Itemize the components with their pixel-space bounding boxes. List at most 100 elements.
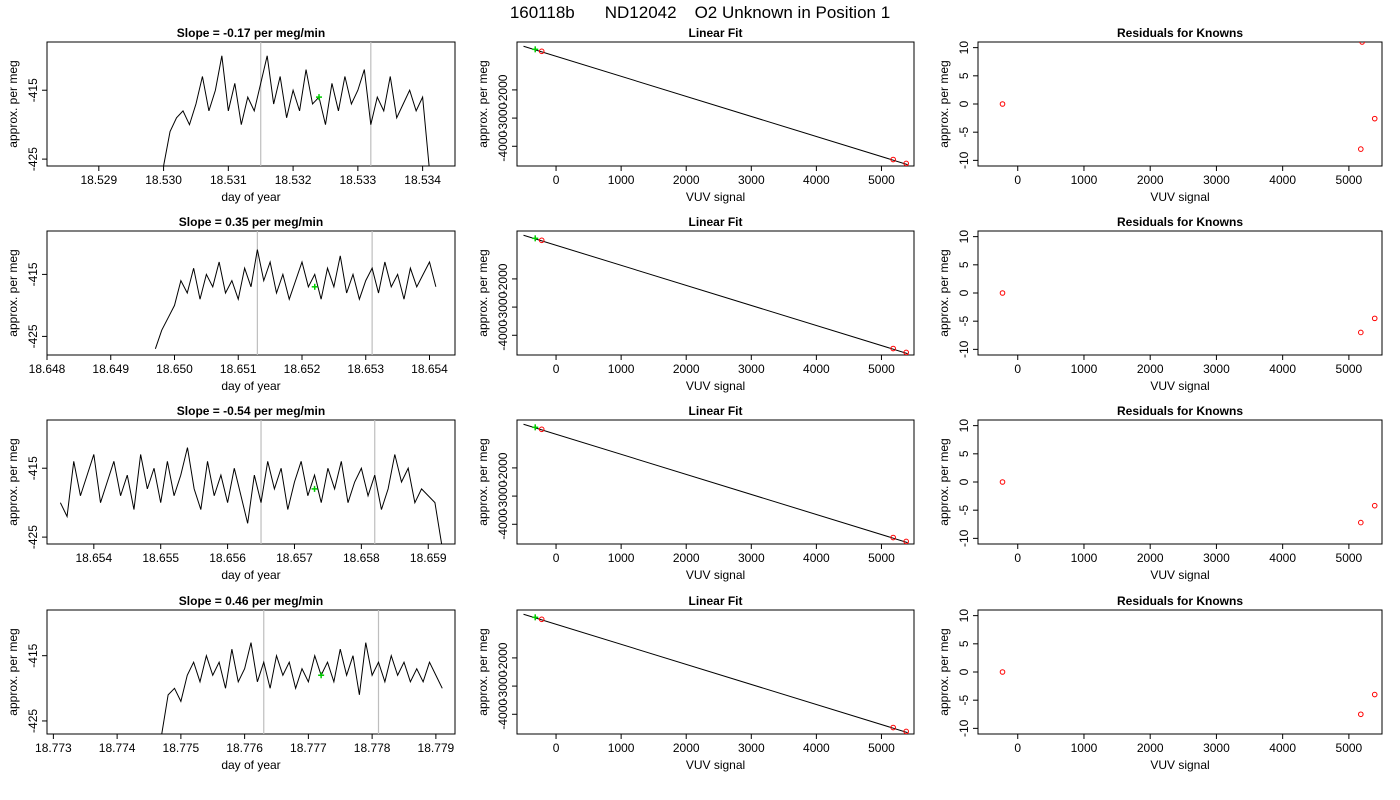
x-tick-label: 18.778 (354, 741, 391, 755)
residual-point (1371, 691, 1378, 698)
panel-title: Slope = -0.54 per meg/min (177, 404, 325, 418)
x-tick-label: 18.653 (347, 362, 384, 376)
slope-value: -0.54 (223, 404, 251, 418)
y-tick-label: -5 (957, 505, 971, 516)
plot-frame (977, 41, 1383, 167)
y-tick-label: 5 (957, 72, 971, 79)
x-axis-label: day of year (221, 379, 280, 393)
slope-prefix: Slope = (179, 594, 225, 608)
x-axis-label: day of year (221, 568, 280, 582)
y-axis-label: approx. per meg (6, 628, 20, 715)
known-point (890, 345, 896, 352)
y-tick-label: -4000 (496, 320, 510, 351)
x-tick-label: 18.649 (92, 362, 129, 376)
residual-point (1358, 146, 1364, 152)
x-tick-label: 2000 (1137, 362, 1164, 376)
x-tick-label: 18.533 (340, 173, 377, 187)
x-tick-label: 18.534 (404, 173, 441, 187)
x-tick-label: 18.652 (284, 362, 321, 376)
signal-trace (154, 249, 437, 349)
slope-value: 0.35 (225, 215, 249, 229)
y-tick-label: -2000 (496, 74, 510, 105)
unknown-description: O2 Unknown in Position 1 (695, 3, 891, 22)
x-tick-label: 5000 (1336, 173, 1363, 187)
fit-line (523, 423, 908, 544)
y-axis-label: approx. per meg (476, 60, 490, 147)
x-tick-label: 2000 (1137, 551, 1164, 565)
slope-prefix: Slope = (179, 215, 225, 229)
y-axis-label: approx. per meg (937, 628, 951, 715)
x-tick-label: 18.654 (411, 362, 448, 376)
data-layer (523, 613, 909, 734)
data-layer (523, 45, 909, 166)
y-tick-label: 5 (957, 450, 971, 457)
residual-point (1371, 502, 1378, 509)
data-layer (999, 479, 1378, 526)
x-axis-label: VUV signal (1150, 190, 1209, 204)
data-layer (999, 290, 1378, 336)
plot-frame (977, 609, 1383, 735)
known-point (903, 349, 909, 355)
residual-point (1358, 711, 1364, 718)
y-tick-label: 0 (957, 100, 971, 107)
panel-grid: Slope = -0.17 per meg/min 18.529 18.530 18.… (6, 26, 1383, 772)
panel-title: Linear Fit (688, 215, 742, 229)
tank-id: ND12042 (605, 3, 677, 22)
panel-time-row-4: Slope = 0.46 per meg/min 18.773 18.774 18.7… (6, 594, 456, 772)
y-tick-label: -3000 (496, 670, 510, 701)
panel-time-row-1: Slope = -0.17 per meg/min 18.529 18.530 18.… (6, 26, 456, 204)
x-tick-label: 4000 (803, 551, 830, 565)
figure-title: 160118b ND12042 O2 Unknown in Position 1 (510, 3, 890, 22)
plot-frame (977, 230, 1383, 356)
data-layer (523, 234, 909, 355)
y-tick-label: -2000 (496, 452, 510, 483)
data-layer (161, 610, 443, 734)
x-axis-label: VUV signal (1150, 379, 1209, 393)
plot-frame (46, 419, 456, 545)
x-axis-label: VUV signal (686, 568, 745, 582)
x-tick-label: 18.777 (290, 741, 327, 755)
y-tick-label: -4000 (496, 131, 510, 162)
known-point (890, 156, 896, 163)
residual-point (1358, 519, 1364, 526)
x-tick-label: 4000 (803, 741, 830, 755)
data-layer (154, 231, 437, 355)
slope-units: per meg/min (249, 215, 324, 229)
y-axis-label: approx. per meg (6, 438, 20, 525)
x-tick-label: 18.648 (29, 362, 66, 376)
data-layer (999, 42, 1378, 152)
x-tick-label: 0 (1014, 173, 1021, 187)
x-tick-label: 3000 (738, 551, 765, 565)
y-tick-label: -415 (26, 643, 40, 667)
x-tick-label: 0 (553, 741, 560, 755)
y-tick-label: -425 (26, 324, 40, 348)
x-tick-label: 3000 (1203, 362, 1230, 376)
plot-frame (516, 230, 915, 356)
y-tick-label: 0 (957, 289, 971, 296)
y-tick-label: -5 (957, 127, 971, 138)
x-tick-label: 5000 (868, 173, 895, 187)
y-axis-label: approx. per meg (6, 249, 20, 336)
x-tick-label: 18.775 (163, 741, 200, 755)
slope-value: -0.17 (223, 26, 251, 40)
residual-point (999, 479, 1006, 485)
y-tick-label: -425 (26, 147, 40, 171)
known-point (538, 616, 545, 623)
x-tick-label: 0 (553, 173, 560, 187)
known-point (538, 426, 545, 433)
x-tick-label: 0 (1014, 362, 1021, 376)
x-axis-label: VUV signal (686, 190, 745, 204)
residual-point (1358, 329, 1364, 336)
y-tick-label: 10 (957, 230, 971, 244)
x-tick-label: 5000 (868, 741, 895, 755)
plot-frame (46, 41, 456, 167)
x-axis-label: VUV signal (686, 379, 745, 393)
panel-title: Residuals for Knowns (1117, 594, 1243, 608)
known-point (903, 538, 909, 544)
y-axis-label: approx. per meg (937, 249, 951, 336)
y-tick-label: 10 (957, 41, 971, 55)
x-tick-label: 0 (553, 362, 560, 376)
data-layer (999, 669, 1378, 718)
y-tick-label: 10 (957, 609, 971, 623)
